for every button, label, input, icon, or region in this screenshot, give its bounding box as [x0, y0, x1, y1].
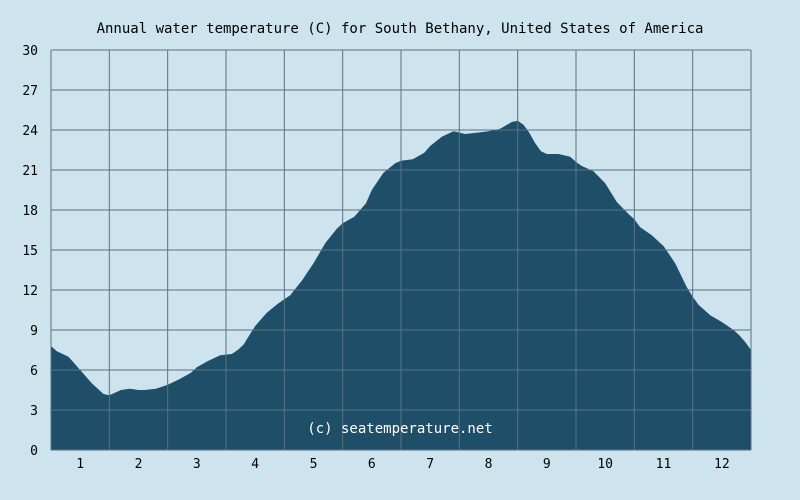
watermark-text: (c) seatemperature.net [307, 421, 492, 437]
x-tick-label: 5 [310, 457, 318, 472]
y-tick-label: 30 [22, 44, 38, 59]
x-tick-label: 4 [251, 457, 259, 472]
y-tick-label: 0 [30, 444, 38, 459]
y-tick-label: 3 [30, 404, 38, 419]
chart-title: Annual water temperature (C) for South B… [97, 21, 704, 37]
y-axis-ticks: 0 3 6 9 12 15 18 21 24 27 30 [22, 44, 38, 459]
x-tick-label: 3 [193, 457, 201, 472]
y-tick-label: 9 [30, 324, 38, 339]
x-tick-label: 7 [426, 457, 434, 472]
y-tick-label: 21 [22, 164, 38, 179]
y-tick-label: 6 [30, 364, 38, 379]
x-axis-ticks: 1 2 3 4 5 6 7 8 9 10 11 12 [76, 457, 729, 472]
y-tick-label: 18 [22, 204, 38, 219]
x-tick-label: 12 [714, 457, 730, 472]
y-tick-label: 15 [22, 244, 38, 259]
y-tick-label: 27 [22, 84, 38, 99]
x-tick-label: 8 [485, 457, 493, 472]
x-tick-label: 11 [656, 457, 672, 472]
x-tick-label: 2 [135, 457, 143, 472]
x-tick-label: 1 [76, 457, 84, 472]
grid [50, 49, 752, 451]
y-tick-label: 24 [22, 124, 38, 139]
x-tick-label: 10 [597, 457, 613, 472]
y-tick-label: 12 [22, 284, 38, 299]
x-tick-label: 6 [368, 457, 376, 472]
x-tick-label: 9 [543, 457, 551, 472]
